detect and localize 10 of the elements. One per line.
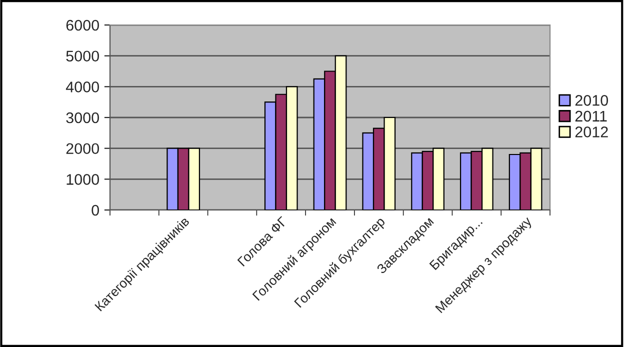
y-tick-label: 5000 — [66, 50, 99, 62]
legend-label: 2011 — [575, 110, 607, 122]
y-tick-label: 6000 — [66, 20, 99, 31]
y-tick-label: 3000 — [66, 112, 99, 124]
y-tick-label: 1000 — [66, 174, 99, 185]
y-tick-label: 2000 — [66, 143, 99, 154]
y-tick-label: 4000 — [66, 82, 99, 92]
legend-label: 2012 — [575, 126, 608, 138]
legend-label: 2010 — [575, 95, 608, 106]
y-tick-label: 0 — [92, 204, 99, 216]
